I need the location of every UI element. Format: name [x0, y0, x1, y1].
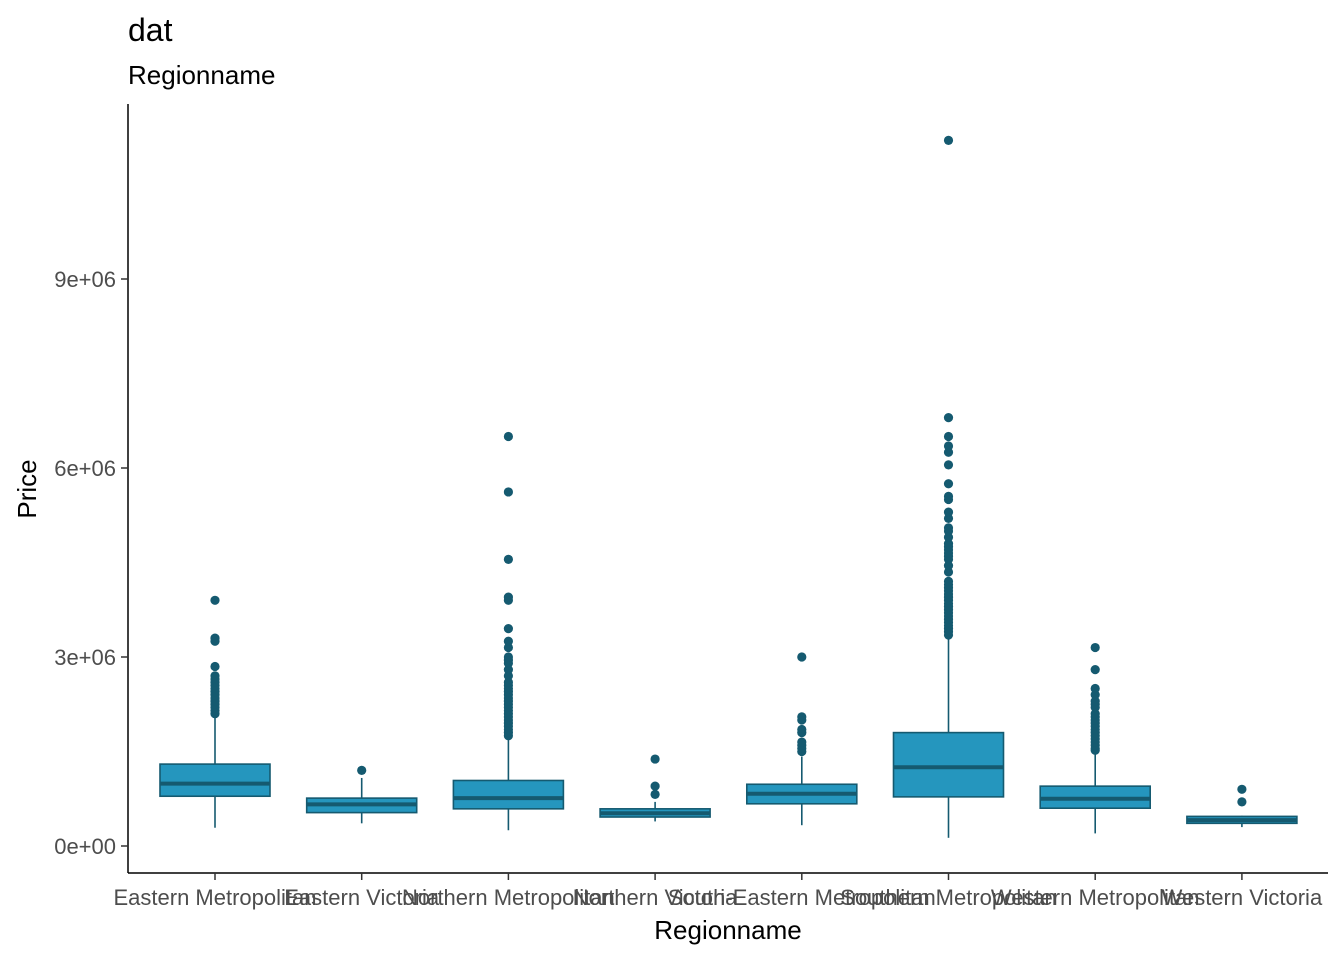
outlier-point — [357, 765, 367, 776]
outlier-point — [797, 724, 807, 735]
outlier-point — [210, 633, 220, 643]
chart-title: dat — [128, 12, 173, 48]
outlier-point — [503, 636, 513, 646]
outlier-point — [503, 652, 513, 662]
box-iqr — [452, 779, 565, 810]
x-tick-label: Eastern Victoria — [284, 885, 440, 910]
y-tick-label: 0e+00 — [54, 834, 116, 859]
outlier-point — [1090, 690, 1100, 700]
outlier-point — [943, 539, 954, 549]
outlier-point — [503, 671, 513, 681]
x-tick-label: Northern Victoria — [573, 885, 738, 910]
y-tick-label: 3e+06 — [54, 645, 116, 670]
outlier-point — [650, 789, 660, 799]
outlier-point — [503, 665, 513, 675]
outlier-point — [943, 135, 954, 145]
outlier-point — [797, 652, 807, 662]
outlier-point — [503, 431, 513, 442]
outlier-point — [943, 561, 954, 571]
outlier-point — [943, 479, 954, 489]
outlier-point — [943, 431, 954, 442]
x-tick-label: Western Victoria — [1162, 885, 1323, 910]
x-tick-label: Western Metropolitan — [991, 885, 1200, 910]
outlier-point — [503, 592, 513, 602]
outlier-point — [503, 677, 513, 687]
outlier-point — [210, 671, 220, 681]
outlier-point — [943, 567, 954, 577]
outlier-point — [210, 661, 220, 672]
x-tick-label: Eastern Metropolitan — [114, 885, 317, 910]
outlier-point — [503, 554, 513, 564]
outlier-point — [943, 441, 954, 451]
outlier-point — [503, 642, 513, 653]
outlier-point — [797, 712, 807, 722]
outlier-point — [1090, 642, 1100, 653]
outlier-point — [650, 781, 660, 791]
outlier-point — [503, 624, 513, 634]
box-iqr — [892, 731, 1005, 798]
x-axis-title: Regionname — [654, 915, 801, 945]
outlier-point — [943, 523, 954, 533]
outlier-point — [1090, 683, 1100, 694]
x-tick-label: South-Eastern Metropolitan — [668, 885, 936, 910]
outlier-point — [943, 507, 954, 517]
outlier-point — [503, 487, 513, 497]
outlier-point — [943, 447, 954, 457]
box-iqr — [159, 763, 271, 798]
outlier-point — [943, 413, 954, 423]
outlier-point — [943, 576, 954, 587]
outlier-point — [1237, 797, 1247, 807]
outlier-point — [650, 754, 660, 764]
chart-subtitle: Regionname — [128, 60, 275, 90]
outlier-point — [943, 513, 954, 524]
outlier-point — [797, 737, 807, 747]
outlier-point — [1090, 665, 1100, 675]
outlier-point — [943, 460, 954, 470]
y-axis-title: Price — [12, 459, 42, 518]
x-tick-label: Southern Metropolitan — [840, 885, 1056, 910]
outlier-point — [1090, 709, 1100, 719]
y-tick-label: 9e+06 — [54, 267, 116, 292]
plot-area: 0e+00 3e+06 6e+06 9e+06 Eastern Metropolitan… — [54, 104, 1328, 910]
x-tick-label: Northern Metropolitan — [402, 885, 615, 910]
outlier-point — [943, 532, 954, 542]
y-tick-label: 6e+06 — [54, 456, 116, 481]
outlier-point — [1237, 784, 1247, 794]
outlier-point — [943, 491, 954, 501]
outlier-point — [210, 595, 220, 605]
outlier-point — [1090, 696, 1100, 706]
